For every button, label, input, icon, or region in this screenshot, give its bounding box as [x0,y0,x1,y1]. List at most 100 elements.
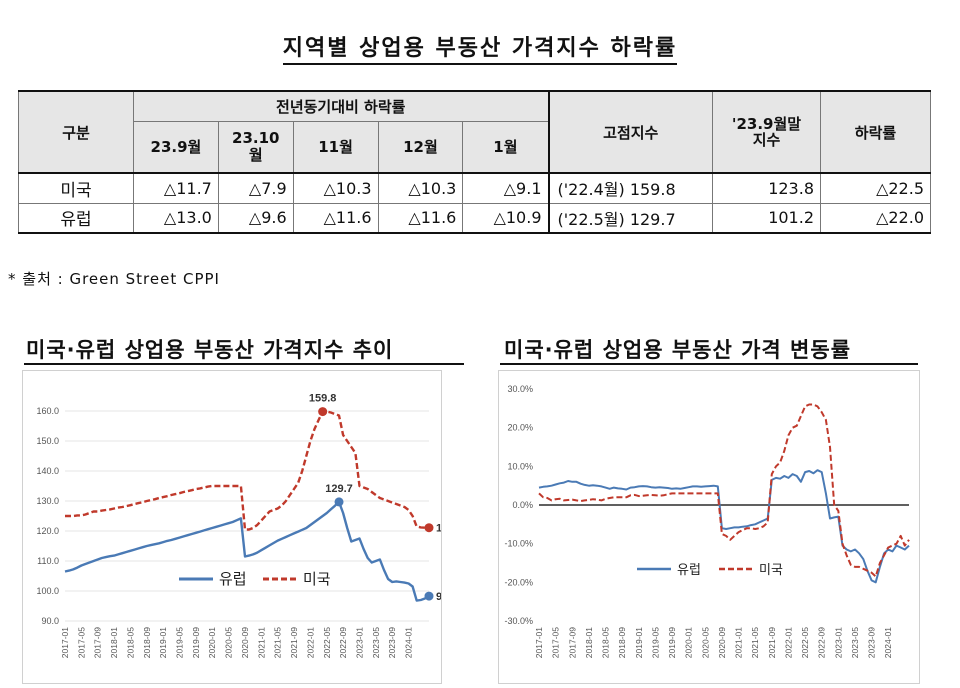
row-label: 미국 [18,172,134,204]
x-tick-label: 2018-09 [617,627,627,658]
end-marker [424,591,434,601]
x-tick-label: 2017-05 [551,627,561,658]
header-month-1: 23.10 월 [217,120,294,174]
chart-title-index: 미국·유럽 상업용 부동산 가격지수 추이 [26,338,394,362]
y-tick-label: 20.0% [507,423,533,433]
x-tick-label: 2020-05 [700,627,710,658]
change-chart-frame: -30.0% -20.0% -10.0% 0.0% 10.0% 20.0% 30.0% 201… [498,370,920,684]
legend-label: 유럽 [219,571,247,588]
x-tick-label: 2019-01 [158,627,168,658]
series-line-europe [64,500,430,602]
y-tick-label: 130.0 [36,496,59,506]
series-line-us [65,410,429,531]
x-tick-label: 2018-01 [109,627,119,658]
x-tick-label: 2022-09 [338,627,348,658]
y-tick-label: 30.0% [507,384,533,394]
header-sep-index: '23.9월말 지수 [712,90,821,174]
x-tick-label: 2020-09 [717,627,727,658]
x-tick-label: 2019-01 [634,627,644,658]
y-tick-label: 10.0% [507,461,533,471]
x-tick-label: 2022-01 [783,627,793,658]
y-tick-label: 100.0 [36,586,59,596]
x-tick-label: 2017-09 [567,627,577,658]
x-tick-label: 2023-05 [850,627,860,658]
decline-total: △22.5 [820,172,931,204]
x-tick-label: 2022-05 [800,627,810,658]
end-label: 121.1 [436,523,441,535]
chart-title-change: 미국·유럽 상업용 부동산 가격 변동률 [504,338,852,362]
x-tick-label: 2023-09 [387,627,397,658]
y-tick-label: 150.0 [36,436,59,446]
header-month-3: 12월 [377,120,464,174]
x-tick-label: 2018-01 [584,627,594,658]
header-peak: 고점지수 [547,90,713,174]
x-tick-label: 2024-01 [404,627,414,658]
header-month-0: 23.9월 [133,120,219,174]
decline-value: △11.6 [292,202,379,234]
y-tick-label: -10.0% [504,539,533,549]
sep-index-value: 101.2 [712,202,821,234]
change-chart: -30.0% -20.0% -10.0% 0.0% 10.0% 20.0% 30.0% 201… [504,384,910,658]
x-tick-label: 2023-05 [371,627,381,658]
x-tick-label: 2021-01 [734,627,744,658]
x-tick-label: 2019-09 [191,627,201,658]
y-tick-label: -20.0% [504,577,533,587]
decline-total: △22.0 [820,202,931,234]
source-note: * 출처 : Green Street CPPI [8,270,220,288]
chart-title-rule-right [500,363,918,365]
peak-marker [334,497,344,507]
index-chart-frame: 90.0 100.0 110.0 120.0 130.0 140.0 150.0 160.0 2… [22,370,442,684]
main-title: 지역별 상업용 부동산 가격지수 하락률 [0,30,960,65]
legend-label: 미국 [759,562,783,577]
chart-title-rule-left [24,363,464,365]
header-month-2: 11월 [292,120,379,174]
index-chart: 90.0 100.0 110.0 120.0 130.0 140.0 150.0 160.0 2… [36,393,441,659]
y-tick-label: 110.0 [37,556,59,566]
peak-marker [318,407,328,417]
x-tick-label: 2022-09 [817,627,827,658]
decline-value: △7.9 [217,172,294,204]
x-tick-label: 2018-05 [601,627,611,658]
y-tick-label: 140.0 [36,466,59,476]
table-row: 유럽 △13.0 △9.6 △11.6 △11.6 △10.9 ('22.5월) 129.7… [18,202,931,234]
decline-value: △11.6 [377,202,464,234]
x-tick-label: 2022-05 [322,627,332,658]
x-tick-label: 2019-05 [175,627,185,658]
x-tick-label: 2021-05 [750,627,760,658]
x-tick-label: 2021-09 [289,627,299,658]
decline-value: △9.1 [462,172,549,204]
sep-index-value: 123.8 [712,172,821,204]
x-tick-label: 2024-01 [883,627,893,658]
decline-value: △9.6 [217,202,294,234]
decline-value: △10.3 [377,172,464,204]
header-decline: 하락률 [820,90,931,174]
x-tick-label: 2022-01 [305,627,315,658]
table-body: 미국 △11.7 △7.9 △10.3 △10.3 △9.1 ('22.4월) 159.8 1… [18,172,931,234]
x-tick-label: 2020-01 [207,627,217,658]
decline-value: △13.0 [133,202,219,234]
peak-label: 129.7 [325,483,353,495]
end-marker [424,523,434,533]
peak-value: ('22.4월) 159.8 [547,172,713,204]
series-line-europe [538,469,910,584]
x-tick-label: 2020-05 [224,627,234,658]
table-row: 미국 △11.7 △7.9 △10.3 △10.3 △9.1 ('22.4월) 159.8 1… [18,172,931,204]
peak-label: 159.8 [309,393,337,405]
y-tick-label: 160.0 [36,406,59,416]
x-tick-label: 2019-05 [650,627,660,658]
decline-value: △11.7 [133,172,219,204]
decline-table: 구분 전년동기대비 하락률 고점지수 '23.9월말 지수 하락률 23.9월 2… [18,90,931,234]
header-month-4: 1월 [462,120,549,174]
series-line-us [538,403,910,578]
end-label: 98.3 [436,591,441,603]
row-label: 유럽 [18,202,134,234]
month-header-row: 23.9월 23.10 월 11월 12월 1월 [19,120,931,174]
x-tick-label: 2017-05 [76,627,86,658]
y-tick-label: -30.0% [504,616,533,626]
decline-value: △10.3 [292,172,379,204]
x-tick-label: 2023-09 [867,627,877,658]
x-tick-label: 2017-09 [93,627,103,658]
x-tick-label: 2018-09 [142,627,152,658]
x-tick-label: 2017-01 [60,627,70,658]
x-tick-label: 2020-09 [240,627,250,658]
